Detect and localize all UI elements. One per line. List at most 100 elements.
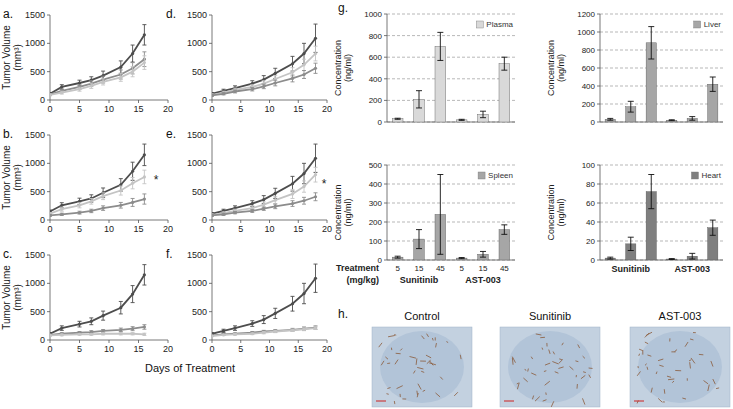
grid-line [600,68,723,69]
error-bar [78,203,82,208]
grid-line [600,104,723,105]
x-tick [240,100,241,103]
point [314,195,317,198]
error-bar [222,93,226,95]
vessel [638,354,640,356]
vessel [576,384,577,389]
x-axis-label: Treatment [336,263,379,273]
error-bar [89,83,93,88]
y-tick [47,135,50,136]
group-label: AST-003 [674,264,710,274]
x-tick-label: 0 [209,344,214,354]
y-tick [47,340,50,341]
x-tick [298,100,299,103]
series-line [212,158,316,214]
error-bar [131,67,135,77]
plot-area [212,144,318,217]
error-bar [416,91,422,108]
vessel [576,375,577,377]
error-bar [212,95,214,97]
point [143,33,146,36]
vessel [639,349,642,350]
y-axis [50,15,51,100]
vessel [575,360,578,362]
y-tick [597,241,600,242]
y-tick-label: 1000 [364,10,382,19]
legend-label: Heart [701,171,721,180]
y-tick-label: 400 [369,180,383,189]
series-line [212,328,316,336]
point [143,153,146,156]
error-bar [302,327,306,330]
scale-bar [504,401,514,402]
vessel [531,373,536,375]
y-tick [597,203,600,204]
x-tick [240,340,241,343]
point [291,62,294,65]
point [90,333,93,336]
series-line [50,334,144,336]
point [222,333,225,336]
vessel [387,388,390,389]
x-tick [269,100,270,103]
point [50,93,52,96]
y-axis [600,14,601,122]
y-tick-label: 1000 [25,278,45,288]
vessel [664,389,666,394]
series-line [212,175,316,215]
point [90,209,93,212]
vessel [551,401,554,407]
error-bar [250,321,254,327]
y-tick [209,311,212,312]
y-tick-label: 1500 [187,10,207,20]
vessel [581,375,585,378]
error-bar [250,333,254,335]
grid-line [600,32,723,33]
error-bar [501,57,507,70]
panel-label: c. [3,247,12,261]
y-tick-label: 500 [30,307,45,317]
x-tick-label: 5 [238,344,243,354]
error-bar [78,211,82,214]
y-tick [597,122,600,123]
point [274,199,277,202]
x-tick [138,340,139,343]
vessel [659,365,663,366]
error-bar [142,56,146,70]
y-tick-label: 100 [369,237,383,246]
vessel [658,359,663,361]
legend-swatch [694,21,701,28]
y-tick [47,71,50,72]
vessel [532,396,533,400]
plot-area [50,265,146,337]
x-tick-label: 15 [133,344,143,354]
point [131,293,134,296]
point [274,72,277,75]
vessel [578,344,580,348]
error-bar [314,327,318,330]
y-tick-label: 800 [369,32,383,41]
y-tick-label: 0 [378,118,383,127]
y-tick-label: 300 [369,199,383,208]
y-tick [384,184,387,185]
error-bar [89,209,93,212]
point [291,328,294,331]
y-axis [387,14,388,122]
vessel [512,357,515,363]
x-tick-label: 0 [47,104,52,114]
y-tick [597,104,600,105]
vessel [570,366,574,369]
x-axis-label: (mg/kg) [347,275,380,285]
bar [392,257,403,260]
y-tick [384,165,387,166]
error-bar [131,286,135,303]
vessel [400,349,402,351]
vessel [645,333,649,338]
y-axis-label: (mm³) [12,164,23,191]
point [302,73,305,76]
point [262,198,265,201]
y-axis-label: Tumor Volume [1,145,12,210]
error-bar [459,119,465,120]
point [60,327,63,330]
y-tick [597,86,600,87]
